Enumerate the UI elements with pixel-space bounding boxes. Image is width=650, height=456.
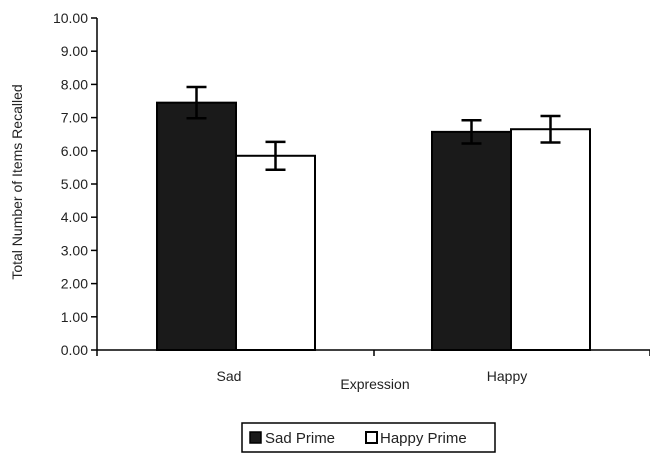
- y-tick-label: 8.00: [61, 76, 88, 92]
- y-tick-label: 10.00: [53, 10, 88, 26]
- y-tick-label: 9.00: [61, 43, 88, 59]
- y-axis-ticks: 0.00 1.00 2.00 3.00 4.00 5.00 6.00 7.00 8.00 9.00…: [53, 10, 97, 358]
- error-bars: [186, 85, 561, 171]
- legend-label-sad-prime: Sad Prime: [265, 430, 335, 447]
- y-tick-label: 1.00: [61, 309, 88, 325]
- x-category-label: Sad: [217, 368, 242, 384]
- bar-sad-prime-sad: [156, 101, 237, 351]
- y-tick-label: 2.00: [61, 276, 88, 292]
- legend-swatch-sad-prime: [249, 431, 262, 444]
- x-axis-categories: Sad Happy: [217, 368, 528, 384]
- y-tick-label: 0.00: [61, 342, 88, 358]
- y-tick-label: 6.00: [61, 143, 88, 159]
- y-tick-label: 4.00: [61, 209, 88, 225]
- legend-box: [241, 422, 496, 453]
- y-axis-title: Total Number of Items Recalled: [9, 84, 25, 279]
- x-category-label: Happy: [487, 368, 527, 384]
- legend-swatch-happy-prime: [365, 431, 378, 444]
- y-tick-label: 3.00: [61, 242, 88, 258]
- legend: Sad Prime Happy Prime: [241, 422, 496, 453]
- y-tick-label: 7.00: [61, 110, 88, 126]
- bars: [156, 101, 591, 351]
- legend-label-happy-prime: Happy Prime: [380, 430, 467, 447]
- x-axis-title: Expression: [340, 376, 409, 392]
- y-tick-label: 5.00: [61, 176, 88, 192]
- bar-sad-prime-happy: [431, 130, 512, 351]
- bar-happy-prime-happy: [510, 128, 591, 351]
- bar-happy-prime-sad: [235, 154, 316, 351]
